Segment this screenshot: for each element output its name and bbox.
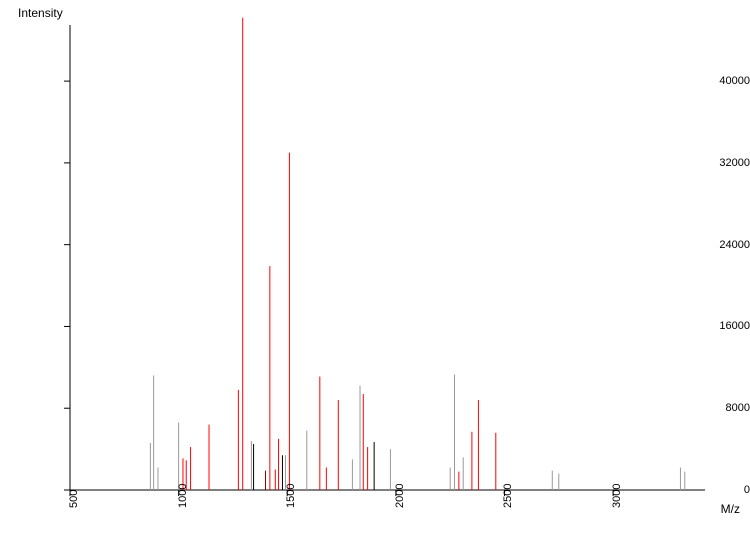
y-tick-label: 40000 [688,75,750,87]
x-tick-label: 1000 [177,484,189,508]
x-tick-label: 3000 [611,484,623,508]
y-tick-label: 0 [688,484,750,496]
x-tick-label: 1500 [285,484,297,508]
y-tick-label: 16000 [688,320,750,332]
plot-area [0,0,750,540]
y-tick-label: 8000 [688,402,750,414]
x-tick-label: 500 [68,490,80,508]
y-tick-label: 32000 [688,157,750,169]
mass-spectrum-chart: Intensity M/z 0800016000240003200040000 … [0,0,750,540]
x-tick-label: 2000 [394,484,406,508]
x-tick-label: 2500 [502,484,514,508]
y-tick-label: 24000 [688,239,750,251]
